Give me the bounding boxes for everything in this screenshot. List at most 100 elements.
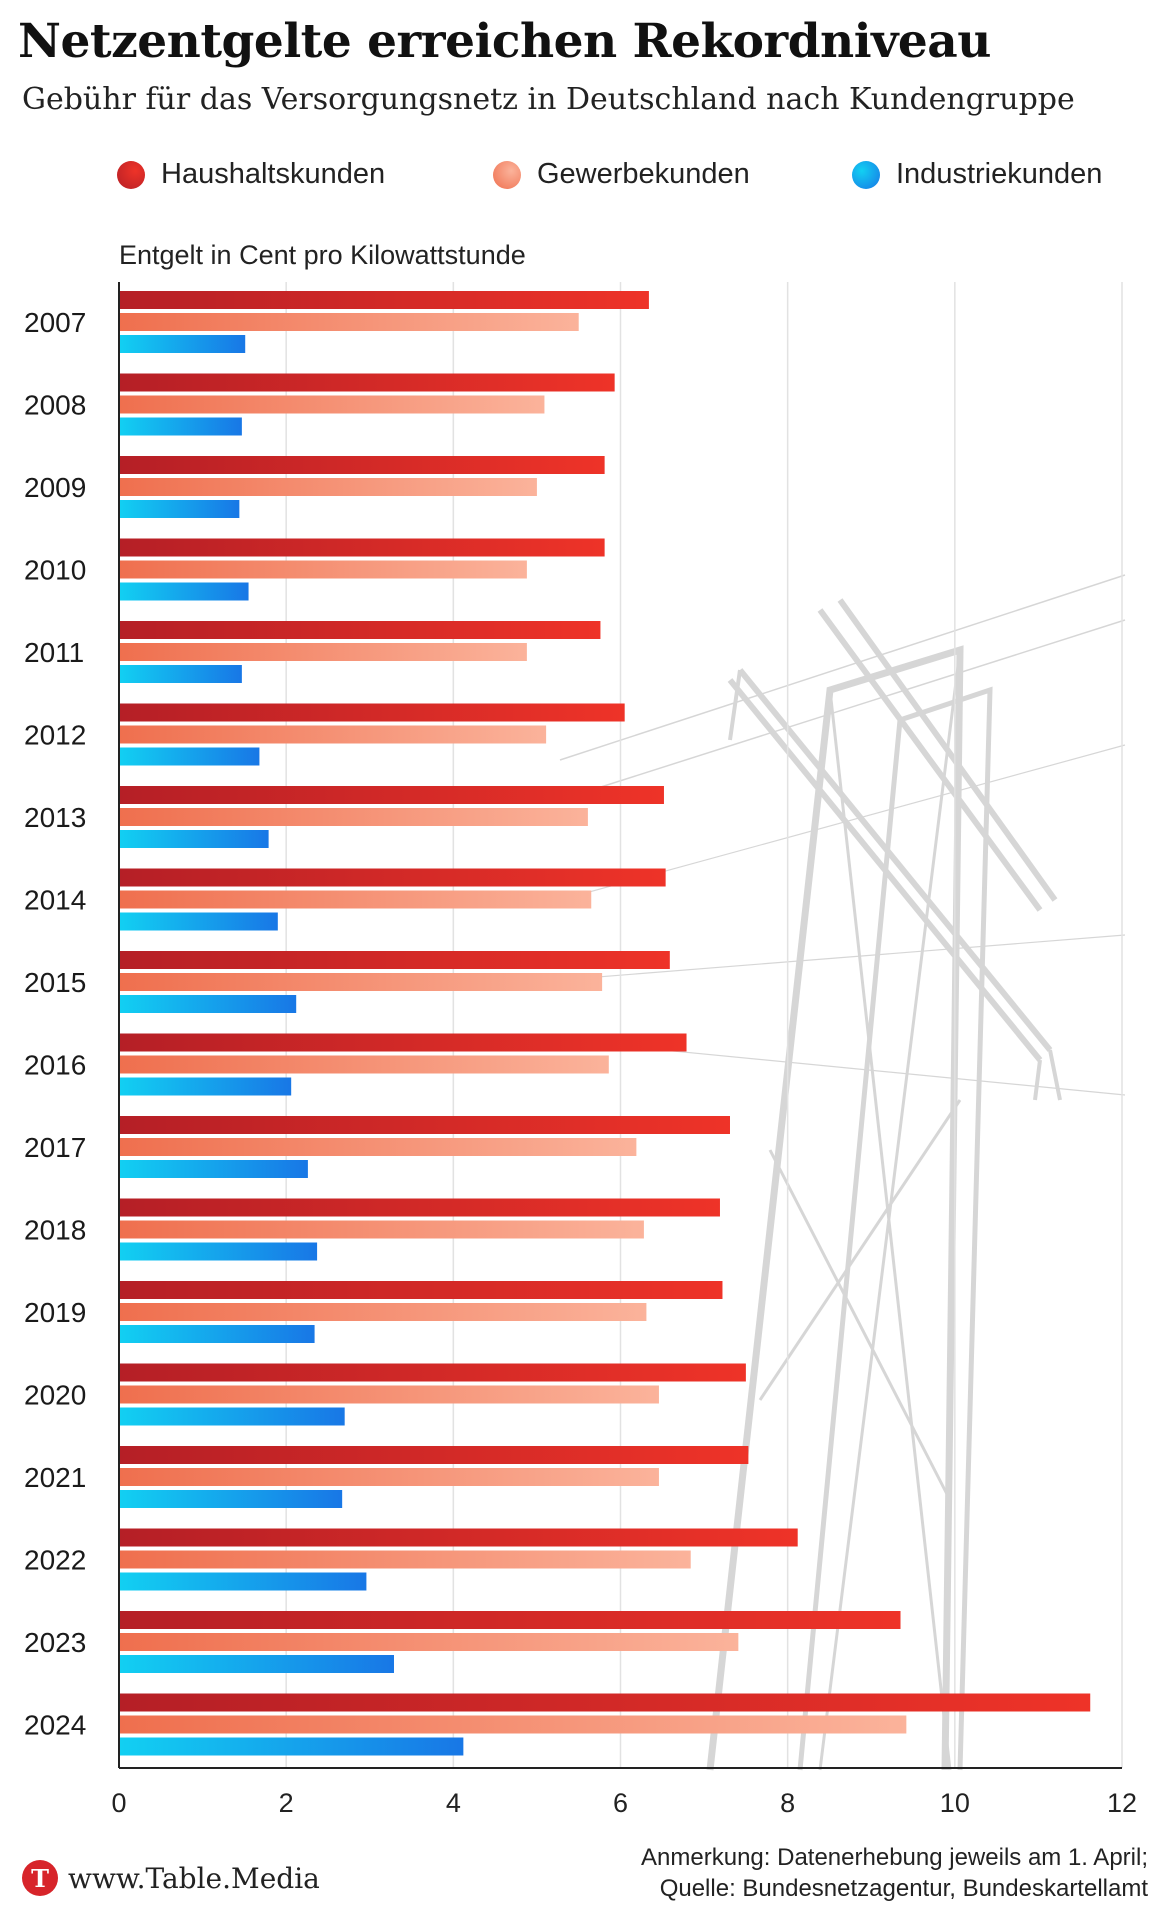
note-line-2: Quelle: Bundesnetzagentur, Bundeskartell…	[659, 1875, 1148, 1902]
legend-label-industriekunden: Industriekunden	[896, 158, 1103, 190]
category-label-2013: 2013	[24, 802, 86, 833]
x-tick-label: 0	[111, 1788, 126, 1818]
bar-gewerbe-2022	[119, 1550, 691, 1569]
bar-industrie-2019	[119, 1325, 315, 1343]
bar-gewerbe-2012	[119, 725, 547, 744]
category-label-2019: 2019	[24, 1297, 86, 1328]
bar-gewerbe-2020	[119, 1385, 659, 1404]
x-tick-label: 6	[613, 1788, 628, 1818]
legend-marker-industriekunden	[852, 160, 880, 189]
x-tick-label: 12	[1107, 1788, 1137, 1818]
bar-haushalt-2013	[119, 786, 664, 804]
bar-gewerbe-2007	[119, 313, 579, 331]
pylon-illustration	[559, 574, 1126, 1771]
x-axis-ticks: 0 2 4 6 8 10 12	[111, 1788, 1137, 1818]
bar-gewerbe-2009	[119, 478, 537, 496]
bar-gewerbe-2019	[119, 1303, 647, 1321]
axis-unit-label: Entgelt in Cent pro Kilowattstunde	[119, 240, 526, 270]
bar-haushalt-2016	[119, 1033, 687, 1052]
bar-industrie-2022	[119, 1572, 367, 1591]
category-label-2008: 2008	[24, 390, 86, 421]
category-label-2018: 2018	[24, 1215, 86, 1246]
bar-gewerbe-2014	[119, 890, 592, 909]
x-tick-label: 4	[446, 1788, 461, 1818]
x-tick-label: 8	[780, 1788, 795, 1818]
category-label-2022: 2022	[24, 1545, 86, 1576]
bar-haushalt-2011	[119, 621, 601, 639]
bar-industrie-2020	[119, 1407, 345, 1426]
brand-logo[interactable]: T www.Table.Media	[22, 1860, 320, 1896]
bar-haushalt-2009	[119, 456, 605, 474]
bar-industrie-2007	[119, 335, 246, 353]
bar-haushalt-2010	[119, 538, 605, 557]
category-label-2021: 2021	[24, 1462, 86, 1493]
bar-gewerbe-2013	[119, 808, 588, 826]
source-note: Anmerkung: Datenerhebung jeweils am 1. A…	[641, 1842, 1148, 1904]
bar-industrie-2024	[119, 1737, 464, 1756]
bar-industrie-2015	[119, 995, 297, 1013]
table-media-logo-icon: T	[22, 1860, 58, 1896]
bar-gewerbe-2024	[119, 1715, 907, 1734]
bar-gewerbe-2010	[119, 560, 527, 579]
bar-gewerbe-2016	[119, 1055, 609, 1074]
bar-industrie-2014	[119, 912, 278, 931]
legend-item-gewerbekunden: Gewerbekunden	[493, 158, 750, 191]
category-label-2014: 2014	[24, 885, 86, 916]
bar-haushalt-2008	[119, 373, 615, 392]
category-label-2023: 2023	[24, 1627, 86, 1658]
brand-url: www.Table.Media	[68, 1861, 320, 1895]
bar-haushalt-2022	[119, 1528, 798, 1547]
bar-haushalt-2014	[119, 868, 666, 887]
x-tick-label: 2	[279, 1788, 294, 1818]
category-label-2007: 2007	[24, 307, 86, 338]
category-labels: 2007 2008 2009 2010 2011 2012 2013 2014 2015 2016…	[24, 307, 86, 1741]
bar-haushalt-2023	[119, 1611, 901, 1629]
bar-industrie-2008	[119, 417, 242, 436]
category-label-2009: 2009	[24, 472, 86, 503]
category-label-2024: 2024	[24, 1710, 86, 1741]
category-label-2012: 2012	[24, 720, 86, 751]
chart-title: Netzentgelte erreichen Rekordniveau	[18, 14, 991, 69]
legend-marker-gewerbekunden	[493, 160, 521, 189]
category-label-2011: 2011	[24, 637, 84, 668]
bar-industrie-2013	[119, 830, 269, 848]
bar-industrie-2018	[119, 1242, 318, 1261]
category-label-2016: 2016	[24, 1050, 86, 1081]
bar-haushalt-2024	[119, 1693, 1091, 1712]
bar-gewerbe-2021	[119, 1468, 659, 1486]
bar-haushalt-2020	[119, 1363, 746, 1382]
category-label-2020: 2020	[24, 1380, 86, 1411]
grid-lines	[285, 282, 1123, 1768]
bar-haushalt-2021	[119, 1446, 749, 1464]
bar-gewerbe-2008	[119, 395, 545, 414]
bar-gewerbe-2015	[119, 973, 603, 991]
legend-marker-haushaltskunden	[117, 160, 145, 189]
bars	[119, 291, 1091, 1756]
category-label-2015: 2015	[24, 967, 86, 998]
bar-industrie-2012	[119, 747, 260, 766]
bar-industrie-2017	[119, 1160, 308, 1178]
bar-haushalt-2007	[119, 291, 649, 309]
legend-label-gewerbekunden: Gewerbekunden	[537, 158, 750, 190]
bar-gewerbe-2018	[119, 1220, 644, 1239]
bar-gewerbe-2023	[119, 1633, 739, 1651]
legend-item-haushaltskunden: Haushaltskunden	[117, 158, 385, 191]
bar-industrie-2016	[119, 1077, 292, 1096]
bar-haushalt-2012	[119, 703, 625, 722]
x-tick-label: 10	[940, 1788, 970, 1818]
legend-item-industriekunden: Industriekunden	[852, 158, 1102, 191]
chart-legend: Haushaltskunden Gewerbekunden Industriek…	[0, 158, 1170, 198]
bar-haushalt-2017	[119, 1116, 730, 1134]
legend-label-haushaltskunden: Haushaltskunden	[161, 158, 386, 190]
category-label-2017: 2017	[24, 1132, 86, 1163]
category-label-2010: 2010	[24, 555, 86, 586]
chart-subtitle: Gebühr für das Versorgungsnetz in Deutsc…	[22, 82, 1075, 117]
bar-industrie-2021	[119, 1490, 343, 1508]
bar-industrie-2009	[119, 500, 240, 518]
bar-gewerbe-2011	[119, 643, 527, 661]
bar-industrie-2010	[119, 582, 249, 601]
bar-haushalt-2015	[119, 951, 670, 969]
note-line-1: Anmerkung: Datenerhebung jeweils am 1. A…	[641, 1844, 1148, 1871]
bar-haushalt-2018	[119, 1198, 720, 1217]
